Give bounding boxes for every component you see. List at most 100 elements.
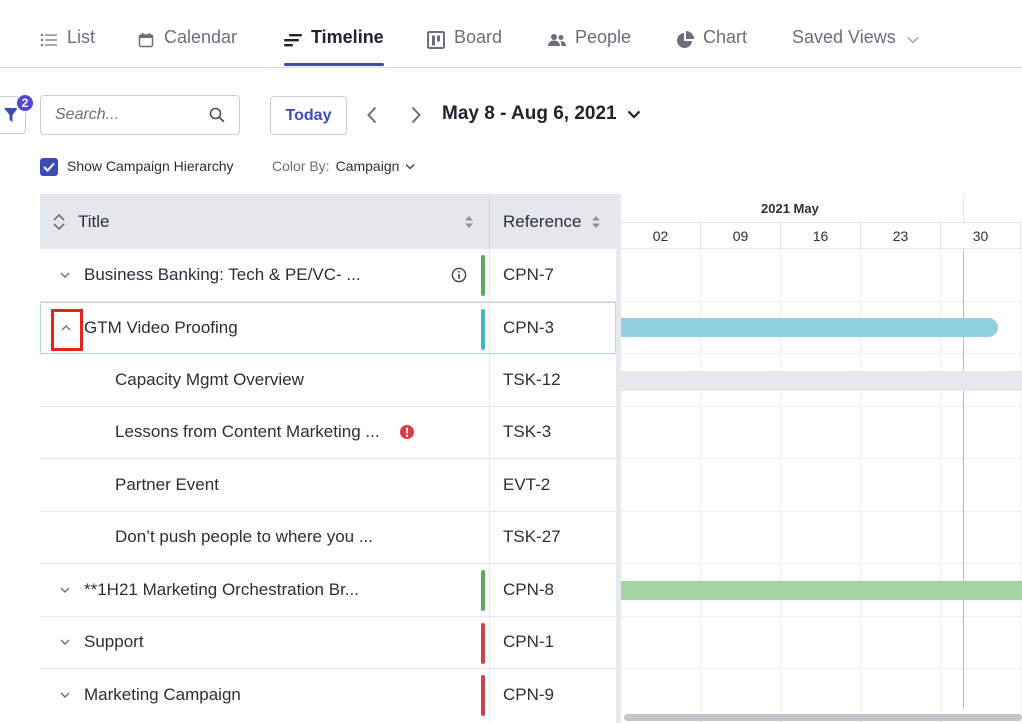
table-row[interactable]: Partner Event EVT-2 [40,459,616,512]
today-button[interactable]: Today [270,96,347,135]
next-range-button[interactable] [405,104,427,126]
color-by-value: Campaign [335,158,400,174]
filter-button[interactable] [0,96,26,134]
reference-cell[interactable]: CPN-1 [489,616,616,668]
grid-line [940,249,941,723]
grid-line [621,458,1022,459]
reference-cell[interactable]: CPN-3 [489,302,616,353]
grid-line [621,511,1022,512]
chevron-up-icon [61,324,71,331]
table-row[interactable]: Capacity Mgmt Overview TSK-12 [40,354,616,407]
alert-icon[interactable] [399,424,415,440]
timeline-bar-cpn-3[interactable] [621,318,998,337]
row-title: Don’t push people to where you ... [115,527,373,547]
title-cell[interactable]: **1H21 Marketing Orchestration Br... [40,564,489,616]
reference-cell[interactable]: CPN-7 [489,249,616,301]
grid-line [621,301,1022,302]
title-cell[interactable]: Business Banking: Tech & PE/VC- ... [40,249,489,301]
timeline-pane: 2021 May 02 09 16 23 30 [621,194,1022,723]
tab-people[interactable]: People [548,27,631,67]
sort-icon[interactable] [590,213,602,231]
reference-column-header[interactable]: Reference [489,194,616,249]
calendar-icon [137,31,155,49]
title-column-header[interactable]: Title [40,194,489,249]
tab-saved-views[interactable]: Saved Views [792,27,922,67]
week-label: 02 [621,223,701,249]
grid-line [621,616,1022,617]
title-cell[interactable]: Don’t push people to where you ... [40,512,489,564]
reference-cell[interactable]: TSK-27 [489,511,616,563]
tab-people-label: People [575,27,632,47]
view-tabs: List Calendar Timeline Board People Char… [0,0,1022,68]
grid-line [621,406,1022,407]
collapse-row-button[interactable] [58,320,74,336]
table-row[interactable]: Don’t push people to where you ... TSK-2… [40,511,616,564]
chevron-down-icon [60,587,70,593]
list-icon [40,31,58,49]
title-cell[interactable]: Support [40,617,489,669]
grid-line [780,249,781,723]
chevron-down-icon [405,163,415,170]
expand-row-button[interactable] [57,267,73,283]
title-cell[interactable]: GTM Video Proofing [41,303,490,354]
tab-board[interactable]: Board [427,27,502,67]
reference-cell[interactable]: CPN-8 [489,564,616,616]
today-marker [963,249,964,709]
chevron-left-icon [367,106,377,124]
timeline-bar-cpn-8[interactable] [621,581,1022,600]
pane-splitter[interactable] [616,194,621,723]
date-range-picker[interactable]: May 8 - Aug 6, 2021 [442,103,641,125]
row-title: GTM Video Proofing [84,317,238,337]
expand-row-button[interactable] [57,582,73,598]
title-cell[interactable]: Capacity Mgmt Overview [40,354,489,406]
table-row[interactable]: Lessons from Content Marketing ... TSK-3 [40,406,616,459]
title-cell[interactable]: Lessons from Content Marketing ... [40,407,489,459]
tab-timeline[interactable]: Timeline [284,27,384,67]
show-hierarchy-label[interactable]: Show Campaign Hierarchy [67,158,234,174]
filter-icon [3,108,18,122]
reference-cell[interactable]: EVT-2 [489,459,616,511]
table-row[interactable]: **1H21 Marketing Orchestration Br... CPN… [40,564,616,617]
reference-cell[interactable]: TSK-3 [489,406,616,458]
title-cell[interactable]: Marketing Campaign [40,669,489,722]
timeline-icon [284,31,302,49]
table-row[interactable]: GTM Video Proofing CPN-3 [40,301,616,354]
sort-icon[interactable] [463,213,475,231]
expand-collapse-all-icon[interactable] [52,213,66,231]
search-input[interactable]: Search... [40,95,240,135]
filter-count-badge: 2 [15,93,35,113]
chevron-down-icon [60,639,70,646]
grid-line [1020,249,1021,723]
week-label: 23 [861,223,941,249]
reference-cell[interactable]: TSK-12 [489,354,616,406]
month-label: 2021 May [761,201,819,216]
title-cell[interactable]: Partner Event [40,459,489,511]
table-row[interactable]: Marketing Campaign CPN-9 [40,669,616,722]
search-icon [209,107,225,123]
people-icon [548,31,566,49]
week-label: 09 [701,223,781,249]
grid-line [621,353,1022,354]
tab-calendar[interactable]: Calendar [137,27,237,67]
previous-range-button[interactable] [361,104,383,126]
timeline-bar-tsk-12[interactable] [621,371,1022,391]
grid-line [700,249,701,723]
tab-chart-label: Chart [703,27,748,47]
chevron-down-icon [60,272,70,278]
expand-row-button[interactable] [57,687,73,703]
color-by-label: Color By: [272,158,330,174]
row-title: Marketing Campaign [84,685,241,705]
tab-list[interactable]: List [40,27,95,67]
table-row[interactable]: Business Banking: Tech & PE/VC- ... CPN-… [40,249,616,302]
horizontal-scrollbar[interactable] [624,714,1022,721]
tab-chart[interactable]: Chart [676,27,747,67]
color-by-dropdown[interactable]: Color By: Campaign [272,158,415,174]
reference-cell[interactable]: CPN-9 [489,669,616,722]
expand-row-button[interactable] [57,634,73,650]
show-hierarchy-checkbox[interactable] [40,158,58,176]
table-row[interactable]: Support CPN-1 [40,616,616,669]
info-icon[interactable] [451,267,467,283]
row-title: **1H21 Marketing Orchestration Br... [84,579,359,599]
board-icon [427,31,445,49]
chevron-down-icon [627,110,640,119]
